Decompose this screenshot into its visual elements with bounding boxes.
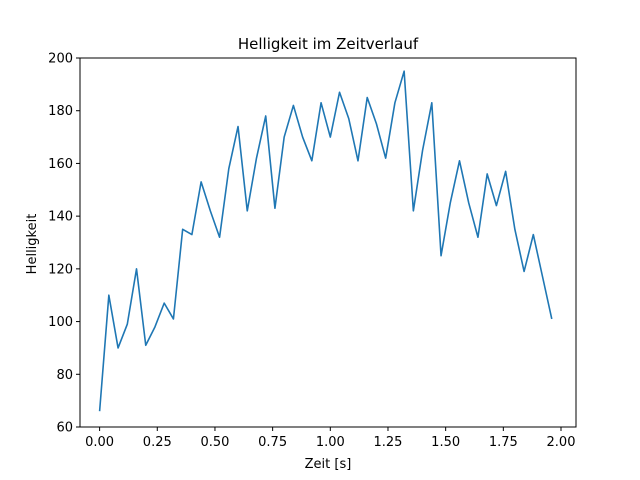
x-tick-label: 0.00 bbox=[85, 435, 114, 450]
x-tick-label: 1.00 bbox=[316, 435, 345, 450]
x-axis: 0.00 0.25 0.50 0.75 1.00 1.25 1.50 1.75 2.00 bbox=[85, 427, 575, 450]
plot-area bbox=[79, 57, 577, 428]
y-axis: 60 80 100 120 140 160 180 200 bbox=[48, 52, 80, 436]
y-tick-label: 80 bbox=[56, 368, 73, 383]
x-tick-label: 1.50 bbox=[431, 435, 460, 450]
x-tick-label: 1.75 bbox=[489, 435, 518, 450]
series-line bbox=[98, 70, 553, 412]
plot-frame bbox=[79, 57, 577, 428]
x-tick-label: 0.25 bbox=[143, 435, 172, 450]
y-tick-label: 120 bbox=[48, 262, 73, 277]
chart-title: Helligkeit im Zeitverlauf bbox=[238, 35, 419, 53]
x-tick-label: 2.00 bbox=[547, 435, 576, 450]
y-tick-label: 100 bbox=[48, 315, 73, 330]
x-tick-label: 1.25 bbox=[374, 435, 403, 450]
x-axis-label: Zeit [s] bbox=[305, 457, 352, 472]
y-tick-label: 180 bbox=[48, 104, 73, 119]
y-tick-label: 60 bbox=[56, 421, 73, 436]
y-tick-label: 140 bbox=[48, 210, 73, 225]
x-tick-label: 0.75 bbox=[258, 435, 287, 450]
y-tick-label: 200 bbox=[48, 52, 73, 67]
x-tick-label: 0.50 bbox=[200, 435, 229, 450]
y-tick-label: 160 bbox=[48, 157, 73, 172]
y-axis-label: Helligkeit bbox=[25, 214, 40, 275]
